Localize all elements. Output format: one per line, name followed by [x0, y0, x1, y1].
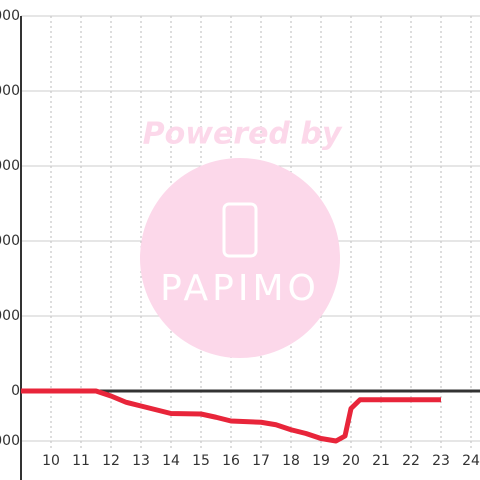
- watermark-text: Powered by: [143, 117, 343, 152]
- x-tick-label: 11: [72, 453, 90, 469]
- y-tick-label: 120,000: [0, 83, 20, 99]
- watermark-logo: PAPIMO: [160, 268, 320, 309]
- x-tick-label: 21: [372, 453, 390, 469]
- watermark-circle: [140, 158, 340, 358]
- x-tick-label: 20: [342, 453, 360, 469]
- y-tick-label: 60,000: [0, 233, 20, 249]
- x-tick-label: 16: [222, 453, 240, 469]
- x-tick-label: 12: [102, 453, 120, 469]
- x-tick-label: 14: [162, 453, 180, 469]
- x-tick-label: 19: [312, 453, 330, 469]
- x-tick-label: 24: [462, 453, 480, 469]
- y-tick-label: 0: [11, 383, 20, 399]
- x-tick-label: 23: [432, 453, 450, 469]
- x-tick-label: 22: [402, 453, 420, 469]
- x-tick-label: 15: [192, 453, 210, 469]
- y-tick-label: 90,000: [0, 158, 20, 174]
- data-line: [21, 388, 441, 444]
- x-tick-label: 17: [252, 453, 270, 469]
- x-tick-label: 18: [282, 453, 300, 469]
- y-tick-label: 30,000: [0, 308, 20, 324]
- y-tick-label: 150,000: [0, 8, 20, 24]
- y-tick-label: -20,000: [0, 433, 20, 449]
- watermark-icon: [222, 202, 258, 258]
- x-tick-label: 10: [42, 453, 60, 469]
- x-tick-label: 13: [132, 453, 150, 469]
